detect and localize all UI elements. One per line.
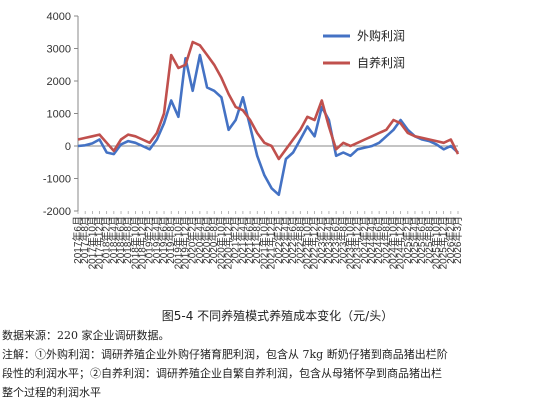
x-tick-label: 2018年6月 (114, 216, 127, 264)
x-tick-label: 2022年4月 (279, 216, 292, 264)
x-tick-label: 2024年10月 (386, 216, 399, 269)
figure-caption: 图5-4 不同养殖模式养殖成本变化（元/头） (161, 309, 394, 323)
y-tick-label: -1000 (43, 174, 71, 186)
x-tick-label: 2019年8月 (164, 216, 177, 264)
x-tick-label: 2022年8月 (293, 216, 306, 264)
x-tick-label: 2021年12月 (265, 216, 278, 269)
x-tick-label: 2022年12月 (308, 216, 321, 269)
series-line-2 (77, 40, 460, 161)
note-line-3: 整个过程的利润水平 (2, 386, 101, 399)
x-tick-label: 2021年4月 (236, 216, 249, 264)
x-tick-label: 2024年2月 (358, 216, 371, 264)
x-tick-label: 2024年12月 (394, 216, 407, 269)
x-tick-label: 2023年6月 (329, 216, 342, 264)
x-tick-label: 2025年2月 (401, 216, 414, 264)
x-tick-label: 2017年12月 (93, 216, 106, 269)
series-line-1 (77, 53, 459, 197)
y-tick-label: 1000 (47, 109, 71, 121)
legend-label-1: 外购利润 (357, 28, 405, 43)
x-tick-label: 2019年12月 (179, 216, 192, 269)
x-tick-label: 2019年2月 (143, 216, 156, 264)
x-tick-label: 2020年10月 (214, 216, 227, 269)
x-tick-label: 2019年4月 (150, 216, 163, 264)
y-tick-label: -2000 (43, 206, 71, 218)
x-tick-label: 2025年4月 (408, 216, 421, 264)
x-tick-label: 2025年10月 (429, 216, 442, 269)
x-tick-label: 2025年6月 (415, 216, 428, 264)
x-tick-label: 2019年10月 (171, 216, 184, 269)
x-tick-label: 2026年2月 (444, 216, 457, 264)
note-line-2: 段性的利润水平；②自养利润：调研养殖企业自繁自养利润，包含从母猪怀孕到商品猪出栏 (2, 367, 442, 380)
x-tick-label: 2017年6月 (71, 216, 84, 264)
x-tick-label: 2020年8月 (207, 216, 220, 264)
y-tick-label: 0 (65, 141, 71, 153)
x-tick-label: 2021年2月 (229, 216, 242, 264)
legend-label-2: 自养利润 (357, 55, 405, 70)
x-tick-label: 2025年8月 (422, 216, 435, 264)
note-line-1: 注解：①外购利润：调研养殖企业外购仔猪育肥利润，包含从 7kg 断奶仔猪到商品猪… (2, 348, 448, 361)
x-tick-label: 2020年4月 (193, 216, 206, 264)
x-tick-label: 2018年10月 (128, 216, 141, 269)
x-tick-label: 2023年10月 (343, 216, 356, 269)
x-tick-label: 2023年4月 (322, 216, 335, 264)
x-tick-label: 2023年12月 (351, 216, 364, 269)
x-tick-label: 2021年6月 (243, 216, 256, 264)
x-tick-label: 2020年6月 (200, 216, 213, 264)
x-tick-label: 2019年6月 (157, 216, 170, 264)
x-tick-label: 2026年3月 (451, 216, 464, 264)
y-tick-label: 3000 (47, 44, 71, 56)
x-tick-label: 2024年8月 (379, 216, 392, 264)
x-tick-label: 2024年4月 (365, 216, 378, 264)
x-tick-label: 2024年6月 (372, 216, 385, 264)
data-source: 数据来源：220 家企业调研数据。 (2, 329, 170, 342)
x-tick-label: 2023年8月 (336, 216, 349, 264)
x-tick-label: 2018年2月 (100, 216, 113, 264)
x-tick-label: 2022年2月 (272, 216, 285, 264)
y-axis: -2000 -1000 0 1000 2000 3000 4000 (43, 11, 79, 218)
x-tick-label: 2018年12月 (136, 216, 149, 269)
x-tick-label: 2018年8月 (121, 216, 134, 264)
series-lines (77, 40, 460, 197)
x-tick-label: 2020年2月 (186, 216, 199, 264)
x-tick-label: 2022年6月 (286, 216, 299, 264)
y-tick-label: 2000 (47, 76, 71, 88)
x-tick-label: 2017年8月 (78, 216, 91, 264)
x-tick-label: 2023年2月 (315, 216, 328, 264)
x-tick-label: 2025年12月 (437, 216, 450, 269)
x-tick-label: 2020年12月 (222, 216, 235, 269)
y-tick-label: 4000 (47, 11, 71, 23)
x-tick-label: 2022年10月 (300, 216, 313, 269)
x-tick-label: 2017年10月 (85, 216, 98, 269)
x-tick-label: 2018年4月 (107, 216, 120, 264)
x-axis: 2017年6月2017年8月2017年10月2017年12月2018年2月201… (71, 145, 464, 269)
x-tick-label: 2021年8月 (250, 216, 263, 264)
x-tick-label: 2021年10月 (257, 216, 270, 269)
